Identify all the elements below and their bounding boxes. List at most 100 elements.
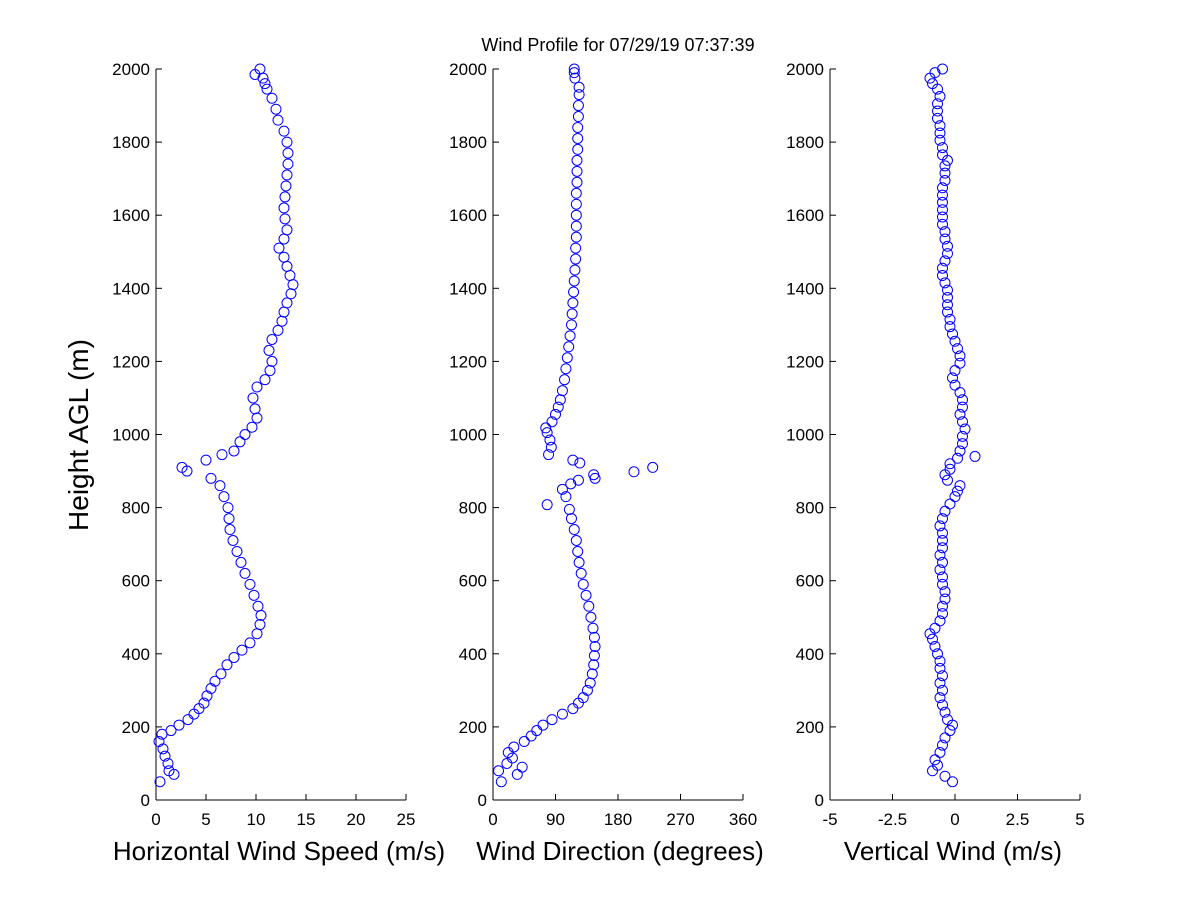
y-tick-label: 1200 <box>449 352 487 371</box>
data-point <box>939 706 951 718</box>
data-point <box>949 491 961 503</box>
data-point <box>937 600 948 612</box>
data-point <box>231 545 243 557</box>
data-point <box>556 483 568 495</box>
data-point <box>937 670 948 682</box>
y-tick-label: 1800 <box>449 133 487 152</box>
data-point <box>942 306 953 318</box>
data-point <box>244 637 256 649</box>
y-tick-label: 800 <box>796 499 824 518</box>
y-tick-label: 1000 <box>786 426 824 445</box>
data-point <box>586 668 598 680</box>
data-point <box>214 480 226 492</box>
y-tick-label: 200 <box>459 718 487 737</box>
data-point <box>162 757 174 769</box>
data-point <box>278 202 290 214</box>
data-point <box>281 136 293 148</box>
data-point <box>937 534 948 546</box>
data-point <box>934 746 946 758</box>
y-tick-label: 1600 <box>449 206 487 225</box>
data-point <box>942 248 953 260</box>
y-tick-label: 800 <box>122 499 150 518</box>
data-point <box>567 454 579 466</box>
data-point <box>934 655 946 667</box>
data-point <box>176 461 188 473</box>
data-point <box>934 662 946 674</box>
data-point <box>259 78 271 90</box>
data-point <box>272 324 284 336</box>
x-tick-label: 270 <box>666 810 694 829</box>
y-tick-label: 0 <box>141 791 150 810</box>
data-point <box>587 622 599 634</box>
data-point <box>247 392 259 404</box>
data-point <box>937 182 948 194</box>
data-point <box>932 105 943 117</box>
data-point <box>550 408 561 420</box>
data-point <box>545 441 557 453</box>
data-point <box>570 220 582 232</box>
data-point <box>939 255 951 267</box>
data-point <box>949 335 961 347</box>
data-point <box>954 386 966 398</box>
data-point <box>227 534 239 546</box>
data-point <box>944 458 956 470</box>
x-tick-label: 5 <box>201 810 210 829</box>
data-point <box>937 513 948 525</box>
data-point <box>937 204 948 216</box>
data-point <box>224 524 236 536</box>
data-point <box>261 83 273 95</box>
data-point <box>947 328 958 340</box>
chart-title: Wind Profile for 07/29/19 07:37:39 <box>481 35 754 55</box>
data-point <box>932 648 943 660</box>
y-tick-label: 600 <box>459 572 487 591</box>
y-tick-label: 2000 <box>786 60 824 79</box>
x-axis-label-wind-direction: Wind Direction (degrees) <box>476 836 764 866</box>
data-point <box>937 196 948 208</box>
data-point <box>939 233 951 245</box>
data-point <box>588 659 600 671</box>
data-point <box>937 608 948 620</box>
x-tick-label: -5 <box>822 810 837 829</box>
y-tick-label: 400 <box>459 645 487 664</box>
y-tick-label: 1800 <box>786 133 824 152</box>
y-tick-label: 1400 <box>449 279 487 298</box>
y-tick-label: 0 <box>478 791 487 810</box>
data-point <box>947 372 958 384</box>
data-point <box>279 213 291 225</box>
data-point <box>937 63 948 75</box>
y-tick-label: 1600 <box>112 206 150 225</box>
data-point <box>273 242 285 254</box>
data-point <box>278 251 290 263</box>
data-point <box>942 284 953 296</box>
data-point <box>957 416 968 428</box>
y-tick-label: 1400 <box>786 279 824 298</box>
data-point <box>281 224 293 236</box>
data-point <box>228 445 240 457</box>
x-tick-label: 180 <box>604 810 632 829</box>
y-tick-label: 400 <box>796 645 824 664</box>
data-point <box>544 434 556 446</box>
data-point <box>159 750 171 762</box>
data-point <box>495 776 507 788</box>
data-point <box>570 187 582 199</box>
y-tick-label: 400 <box>122 645 150 664</box>
data-point <box>937 556 948 568</box>
data-point <box>934 90 946 102</box>
data-point <box>939 174 951 186</box>
data-point <box>565 319 577 331</box>
data-point <box>266 333 278 345</box>
data-point <box>570 198 582 210</box>
data-point <box>939 277 951 289</box>
data-point <box>934 120 946 132</box>
data-point <box>566 308 578 320</box>
data-point <box>567 703 579 715</box>
data-point <box>969 450 981 462</box>
data-point <box>575 567 587 579</box>
data-point <box>279 191 291 203</box>
data-point <box>540 422 552 434</box>
x-tick-label: 0 <box>950 810 959 829</box>
data-point <box>954 350 966 362</box>
y-tick-label: 1200 <box>112 352 150 371</box>
data-point <box>934 549 946 561</box>
x-tick-label: 90 <box>546 810 565 829</box>
